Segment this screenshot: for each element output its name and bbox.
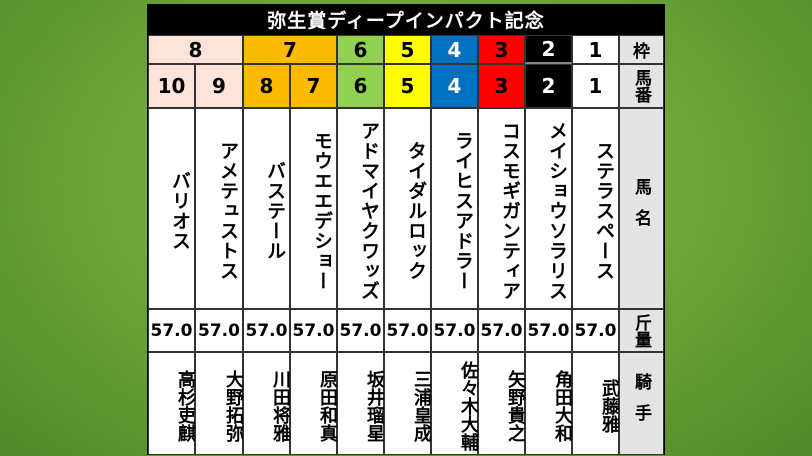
weight-cell: 57.0 xyxy=(195,309,243,352)
post-position-table: 弥生賞ディープインパクト記念 8 7 6 5 4 3 2 1 10 バリオス 57.0 高杉吏麒 9 アメ… xyxy=(147,4,665,455)
jockey-name: 高杉吏麒 xyxy=(148,352,196,455)
waku-cell: 4 xyxy=(431,35,478,64)
race-title: 弥生賞ディープインパクト記念 xyxy=(267,10,545,32)
horse-name: ステラスペース xyxy=(572,108,619,309)
umaban-cell: 7 xyxy=(290,64,337,108)
umaban-cell: 8 xyxy=(243,64,290,108)
umaban-cell: 4 xyxy=(431,64,478,108)
header-umaban: 馬番 xyxy=(619,64,664,108)
waku-cell: 6 xyxy=(337,35,384,64)
horse-name: コスモギガンティア xyxy=(478,108,525,309)
header-name: 馬名 xyxy=(619,108,664,309)
jockey-name: 三浦皇成 xyxy=(384,352,432,455)
umaban-cell: 9 xyxy=(195,64,243,108)
umaban-cell: 2 xyxy=(525,64,572,108)
weight-cell: 57.0 xyxy=(290,309,337,352)
umaban-cell: 3 xyxy=(478,64,525,108)
umaban-cell: 5 xyxy=(384,64,431,108)
header-weight: 斤量 xyxy=(619,309,664,352)
waku-cell: 5 xyxy=(384,35,431,64)
jockey-name: 角田大和 xyxy=(525,352,573,455)
weight-cell: 57.0 xyxy=(572,309,619,352)
weight-cell: 57.0 xyxy=(431,309,478,352)
horse-name: ライヒスアドラー xyxy=(431,108,478,309)
jockey-name: 佐々木大輔 xyxy=(431,352,479,455)
horse-name: アドマイヤクワッズ xyxy=(337,108,384,309)
weight-cell: 57.0 xyxy=(478,309,525,352)
waku-cell: 7 xyxy=(243,35,337,64)
umaban-cell: 1 xyxy=(572,64,619,108)
weight-cell: 57.0 xyxy=(525,309,572,352)
weight-cell: 57.0 xyxy=(148,309,195,352)
horse-name: モウエエデショー xyxy=(290,108,337,309)
umaban-cell: 6 xyxy=(337,64,384,108)
waku-cell: 1 xyxy=(572,35,619,64)
jockey-name: 原田和真 xyxy=(290,352,338,455)
horse-name: バステール xyxy=(243,108,290,309)
weight-cell: 57.0 xyxy=(243,309,290,352)
header-jockey: 騎手 xyxy=(619,352,664,455)
horse-name: アメテュストス xyxy=(195,108,243,309)
horse-name: メイショウソラリス xyxy=(525,108,572,309)
waku-cell: 8 xyxy=(148,35,243,64)
jockey-name: 坂井瑠星 xyxy=(337,352,385,455)
horse-name: タイダルロック xyxy=(384,108,431,309)
horse-name: バリオス xyxy=(148,108,195,309)
umaban-cell: 10 xyxy=(148,64,195,108)
weight-cell: 57.0 xyxy=(384,309,431,352)
weight-cell: 57.0 xyxy=(337,309,384,352)
jockey-name: 矢野貴之 xyxy=(478,352,526,455)
header-waku: 枠 xyxy=(619,35,664,64)
waku-cell: 2 xyxy=(525,35,572,64)
jockey-name: 武藤雅 xyxy=(572,352,620,455)
jockey-name: 川田将雅 xyxy=(243,352,291,455)
waku-cell: 3 xyxy=(478,35,525,64)
jockey-name: 大野拓弥 xyxy=(195,352,244,455)
